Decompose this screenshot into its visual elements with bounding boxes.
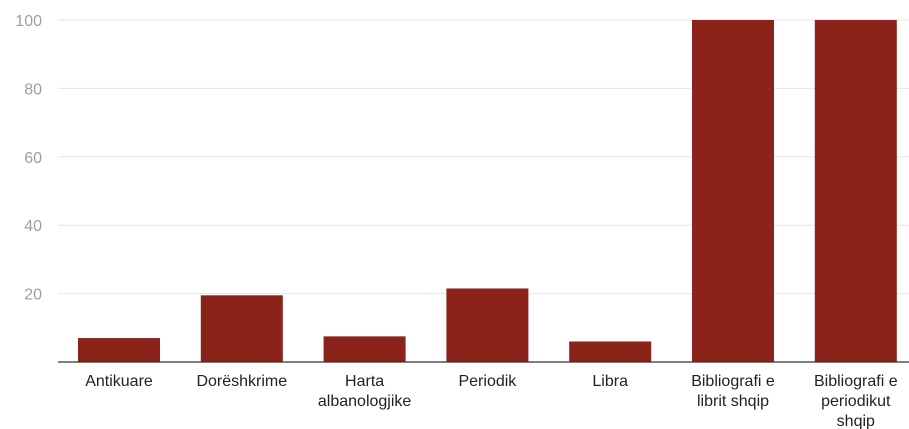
x-tick-label: Antikuare (85, 373, 153, 390)
y-tick-label: 20 (24, 287, 42, 304)
x-tick-label: librit shqip (697, 393, 769, 410)
x-tick-label: shqip (837, 413, 875, 429)
bars (78, 20, 897, 362)
bar (569, 341, 652, 362)
y-tick-label: 100 (15, 13, 42, 30)
x-tick-label: Periodik (458, 373, 517, 390)
y-tick-label: 80 (24, 81, 42, 98)
x-tick-label: Harta (345, 373, 384, 390)
x-tick-label: Bibliografi e (814, 373, 898, 390)
y-tick-label: 60 (24, 150, 42, 167)
x-tick-label: albanologjike (318, 393, 412, 410)
x-tick-label: Bibliografi e (691, 373, 775, 390)
x-tick-label: Libra (592, 373, 628, 390)
gridlines (58, 19, 909, 295)
x-tick-label: periodikut (821, 393, 891, 410)
bar (200, 295, 283, 362)
bar (814, 20, 897, 362)
bar (446, 288, 529, 362)
x-tick-label: Dorëshkrime (196, 373, 287, 390)
bar (323, 336, 406, 362)
tick-labels: 20 40 60 80 100 Antikuare Dorëshkrime Harta alba… (15, 13, 897, 429)
bar (78, 338, 160, 362)
y-tick-label: 40 (24, 218, 42, 235)
bar (692, 20, 774, 362)
